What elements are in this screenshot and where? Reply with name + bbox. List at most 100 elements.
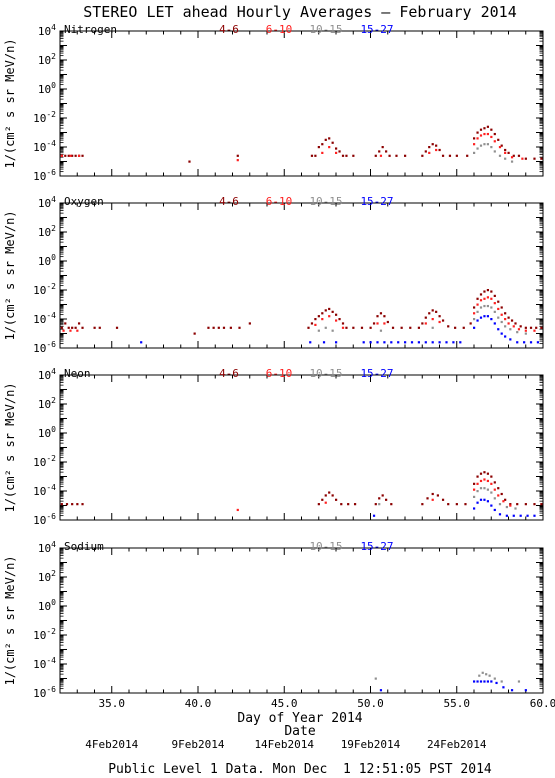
data-point [483, 487, 486, 490]
data-point [476, 319, 479, 322]
data-point [497, 300, 500, 303]
data-point [385, 498, 388, 501]
data-point [512, 325, 515, 328]
data-point [509, 338, 512, 341]
data-point [428, 146, 431, 149]
data-point [71, 503, 74, 506]
data-point [331, 310, 334, 313]
data-point [500, 320, 503, 324]
data-point [360, 326, 364, 329]
data-point [533, 329, 536, 332]
panel-nitrogen: 104 102 100 10-2 10-4 10-6 1/(cm² s sr MeV/n) N… [3, 23, 544, 183]
data-point [345, 154, 348, 157]
data-point [498, 513, 502, 516]
data-point [140, 341, 143, 344]
data-point [378, 497, 381, 500]
data-point [479, 134, 483, 137]
data-point [476, 137, 479, 140]
data-point [438, 148, 441, 152]
data-point [473, 488, 476, 491]
data-point [314, 318, 317, 321]
y-axis-label: 1/(cm² s sr MeV/n) [3, 38, 17, 168]
data-point [486, 315, 489, 318]
data-point [493, 132, 496, 136]
series-10-15 [374, 671, 521, 683]
data-point [238, 326, 241, 329]
data-point [493, 481, 496, 484]
data-point [476, 147, 479, 150]
data-point [529, 341, 533, 344]
data-point [455, 154, 458, 157]
data-point [490, 135, 493, 139]
data-point [431, 341, 434, 344]
data-point [533, 514, 536, 517]
data-point [431, 309, 434, 312]
data-point [486, 500, 489, 503]
data-point [193, 332, 196, 335]
data-point [74, 154, 77, 157]
data-point [93, 326, 96, 329]
legend-10-15: 10-15 [309, 540, 342, 553]
data-point [498, 503, 502, 506]
data-point [473, 495, 476, 498]
data-point [504, 157, 507, 160]
data-point [517, 680, 521, 683]
data-point [331, 494, 334, 497]
data-point [222, 326, 226, 329]
data-point [452, 341, 455, 344]
data-point [507, 151, 510, 154]
data-point [428, 312, 431, 315]
y-tick-label: 100 [38, 598, 56, 613]
data-point [328, 315, 331, 318]
chart-title: STEREO LET ahead Hourly Averages – Febru… [83, 3, 516, 21]
data-point [71, 154, 74, 157]
data-point [69, 329, 72, 332]
data-point [504, 151, 507, 154]
data-point [383, 315, 386, 318]
data-point [64, 154, 67, 157]
data-point [322, 341, 326, 344]
data-point [379, 329, 383, 332]
data-point [335, 313, 338, 316]
legend-4-6: 4-6 [219, 195, 239, 208]
data-point [483, 680, 486, 683]
data-point [473, 306, 476, 309]
data-point [317, 503, 320, 506]
data-point [540, 503, 543, 506]
data-point [455, 503, 458, 506]
data-point [497, 307, 500, 311]
data-point [473, 318, 476, 321]
data-point [483, 304, 486, 308]
series-4-6 [60, 289, 543, 335]
data-point [483, 297, 486, 300]
data-point [321, 498, 324, 501]
data-point [495, 681, 498, 685]
data-point [476, 297, 479, 300]
y-tick-label: 10-2 [33, 627, 56, 642]
data-point [404, 341, 407, 344]
data-point [479, 479, 483, 483]
data-point [497, 328, 500, 331]
data-point [374, 154, 377, 157]
data-point [478, 674, 481, 677]
y-tick-label: 10-6 [33, 685, 56, 700]
data-point [376, 322, 379, 325]
data-point [372, 514, 376, 517]
data-point [493, 677, 496, 680]
data-point [438, 341, 441, 344]
data-point [473, 326, 476, 329]
data-point [519, 514, 522, 517]
data-point [81, 154, 84, 157]
data-point [338, 150, 341, 153]
data-point [490, 290, 493, 293]
y-tick-label: 102 [38, 569, 56, 584]
data-point [379, 312, 383, 315]
data-point [504, 325, 507, 328]
data-point [493, 150, 496, 153]
data-point [212, 326, 215, 329]
data-point [324, 326, 327, 329]
data-point [62, 329, 65, 332]
x-tick-label: 60.0 [530, 697, 555, 710]
data-point [385, 150, 388, 153]
legend-10-15: 10-15 [309, 23, 342, 36]
